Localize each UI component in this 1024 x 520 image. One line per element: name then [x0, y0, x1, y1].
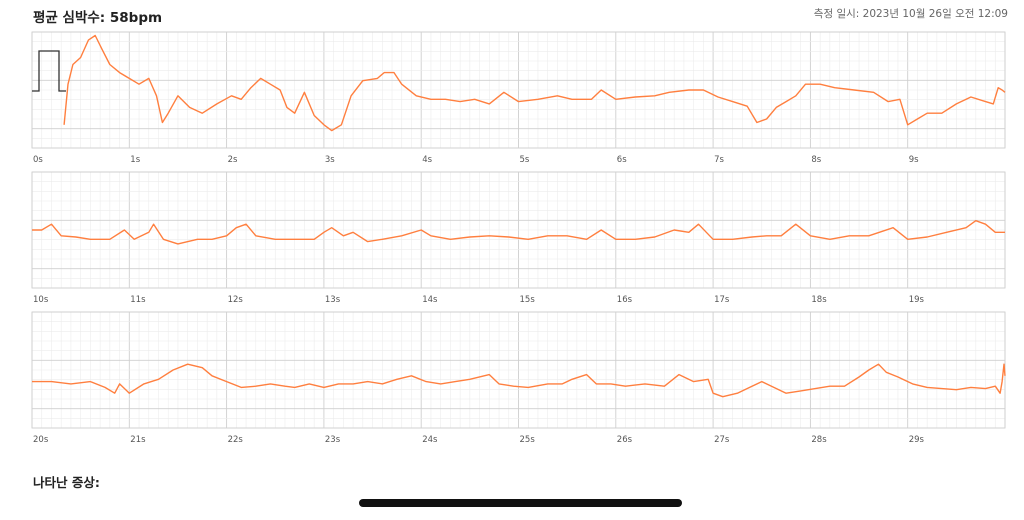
tick-label: 18s: [811, 295, 827, 305]
ecg-grid: [31, 311, 1006, 429]
tick-label: 7s: [714, 155, 724, 165]
tick-label: 15s: [520, 295, 536, 305]
tick-label: 5s: [520, 155, 530, 165]
tick-label: 23s: [325, 435, 341, 445]
tick-label: 14s: [422, 295, 438, 305]
ecg-trace: [63, 34, 1006, 132]
measurement-datetime: 측정 일시: 2023년 10월 26일 오전 12:09: [813, 8, 1008, 20]
tick-label: 1s: [130, 155, 140, 165]
tick-label: 6s: [617, 155, 627, 165]
tick-label: 26s: [617, 435, 633, 445]
tick-label: 12s: [228, 295, 244, 305]
tick-label: 16s: [617, 295, 633, 305]
ecg-strip-2: 10s 11s 12s 13s 14s 15s 16s 17s 18s 19s: [31, 171, 1006, 307]
tick-label: 9s: [909, 155, 919, 165]
tick-label: 10s: [33, 295, 49, 305]
tick-label: 20s: [33, 435, 49, 445]
tick-label: 17s: [714, 295, 730, 305]
tick-label: 29s: [909, 435, 925, 445]
tick-label: 21s: [130, 435, 146, 445]
tick-label: 0s: [33, 155, 43, 165]
ecg-grid: [31, 31, 1006, 149]
tick-label: 19s: [909, 295, 925, 305]
tick-label: 2s: [228, 155, 238, 165]
tick-label: 8s: [811, 155, 821, 165]
ecg-trace: [32, 363, 1006, 398]
ecg-strip-1: 0s 1s 2s 3s 4s 5s 6s 7s 8s 9s: [31, 31, 1006, 167]
average-heart-rate: 평균 심박수: 58bpm: [33, 10, 163, 26]
tick-label: 27s: [714, 435, 730, 445]
tick-label: 24s: [422, 435, 438, 445]
calibration-pulse: [32, 50, 66, 92]
tick-label: 3s: [325, 155, 335, 165]
tick-label: 28s: [811, 435, 827, 445]
tick-label: 11s: [130, 295, 146, 305]
tick-label: 25s: [520, 435, 536, 445]
ecg-grid: [31, 171, 1006, 289]
ecg-strip-svg: 0s 1s 2s 3s 4s 5s 6s 7s 8s 9s: [31, 31, 1006, 165]
tick-label: 22s: [228, 435, 244, 445]
tick-label: 13s: [325, 295, 341, 305]
tick-label: 4s: [422, 155, 432, 165]
ecg-strip-3: 20s 21s 22s 23s 24s 25s 26s 27s 28s 29s: [31, 311, 1006, 447]
ecg-strip-svg: 10s 11s 12s 13s 14s 15s 16s 17s 18s 19s: [31, 171, 1006, 305]
home-indicator[interactable]: [359, 499, 682, 507]
ecg-trace: [32, 220, 1005, 245]
ecg-strip-svg: 20s 21s 22s 23s 24s 25s 26s 27s 28s 29s: [31, 311, 1006, 445]
symptoms-label: 나타난 증상:: [33, 475, 100, 490]
